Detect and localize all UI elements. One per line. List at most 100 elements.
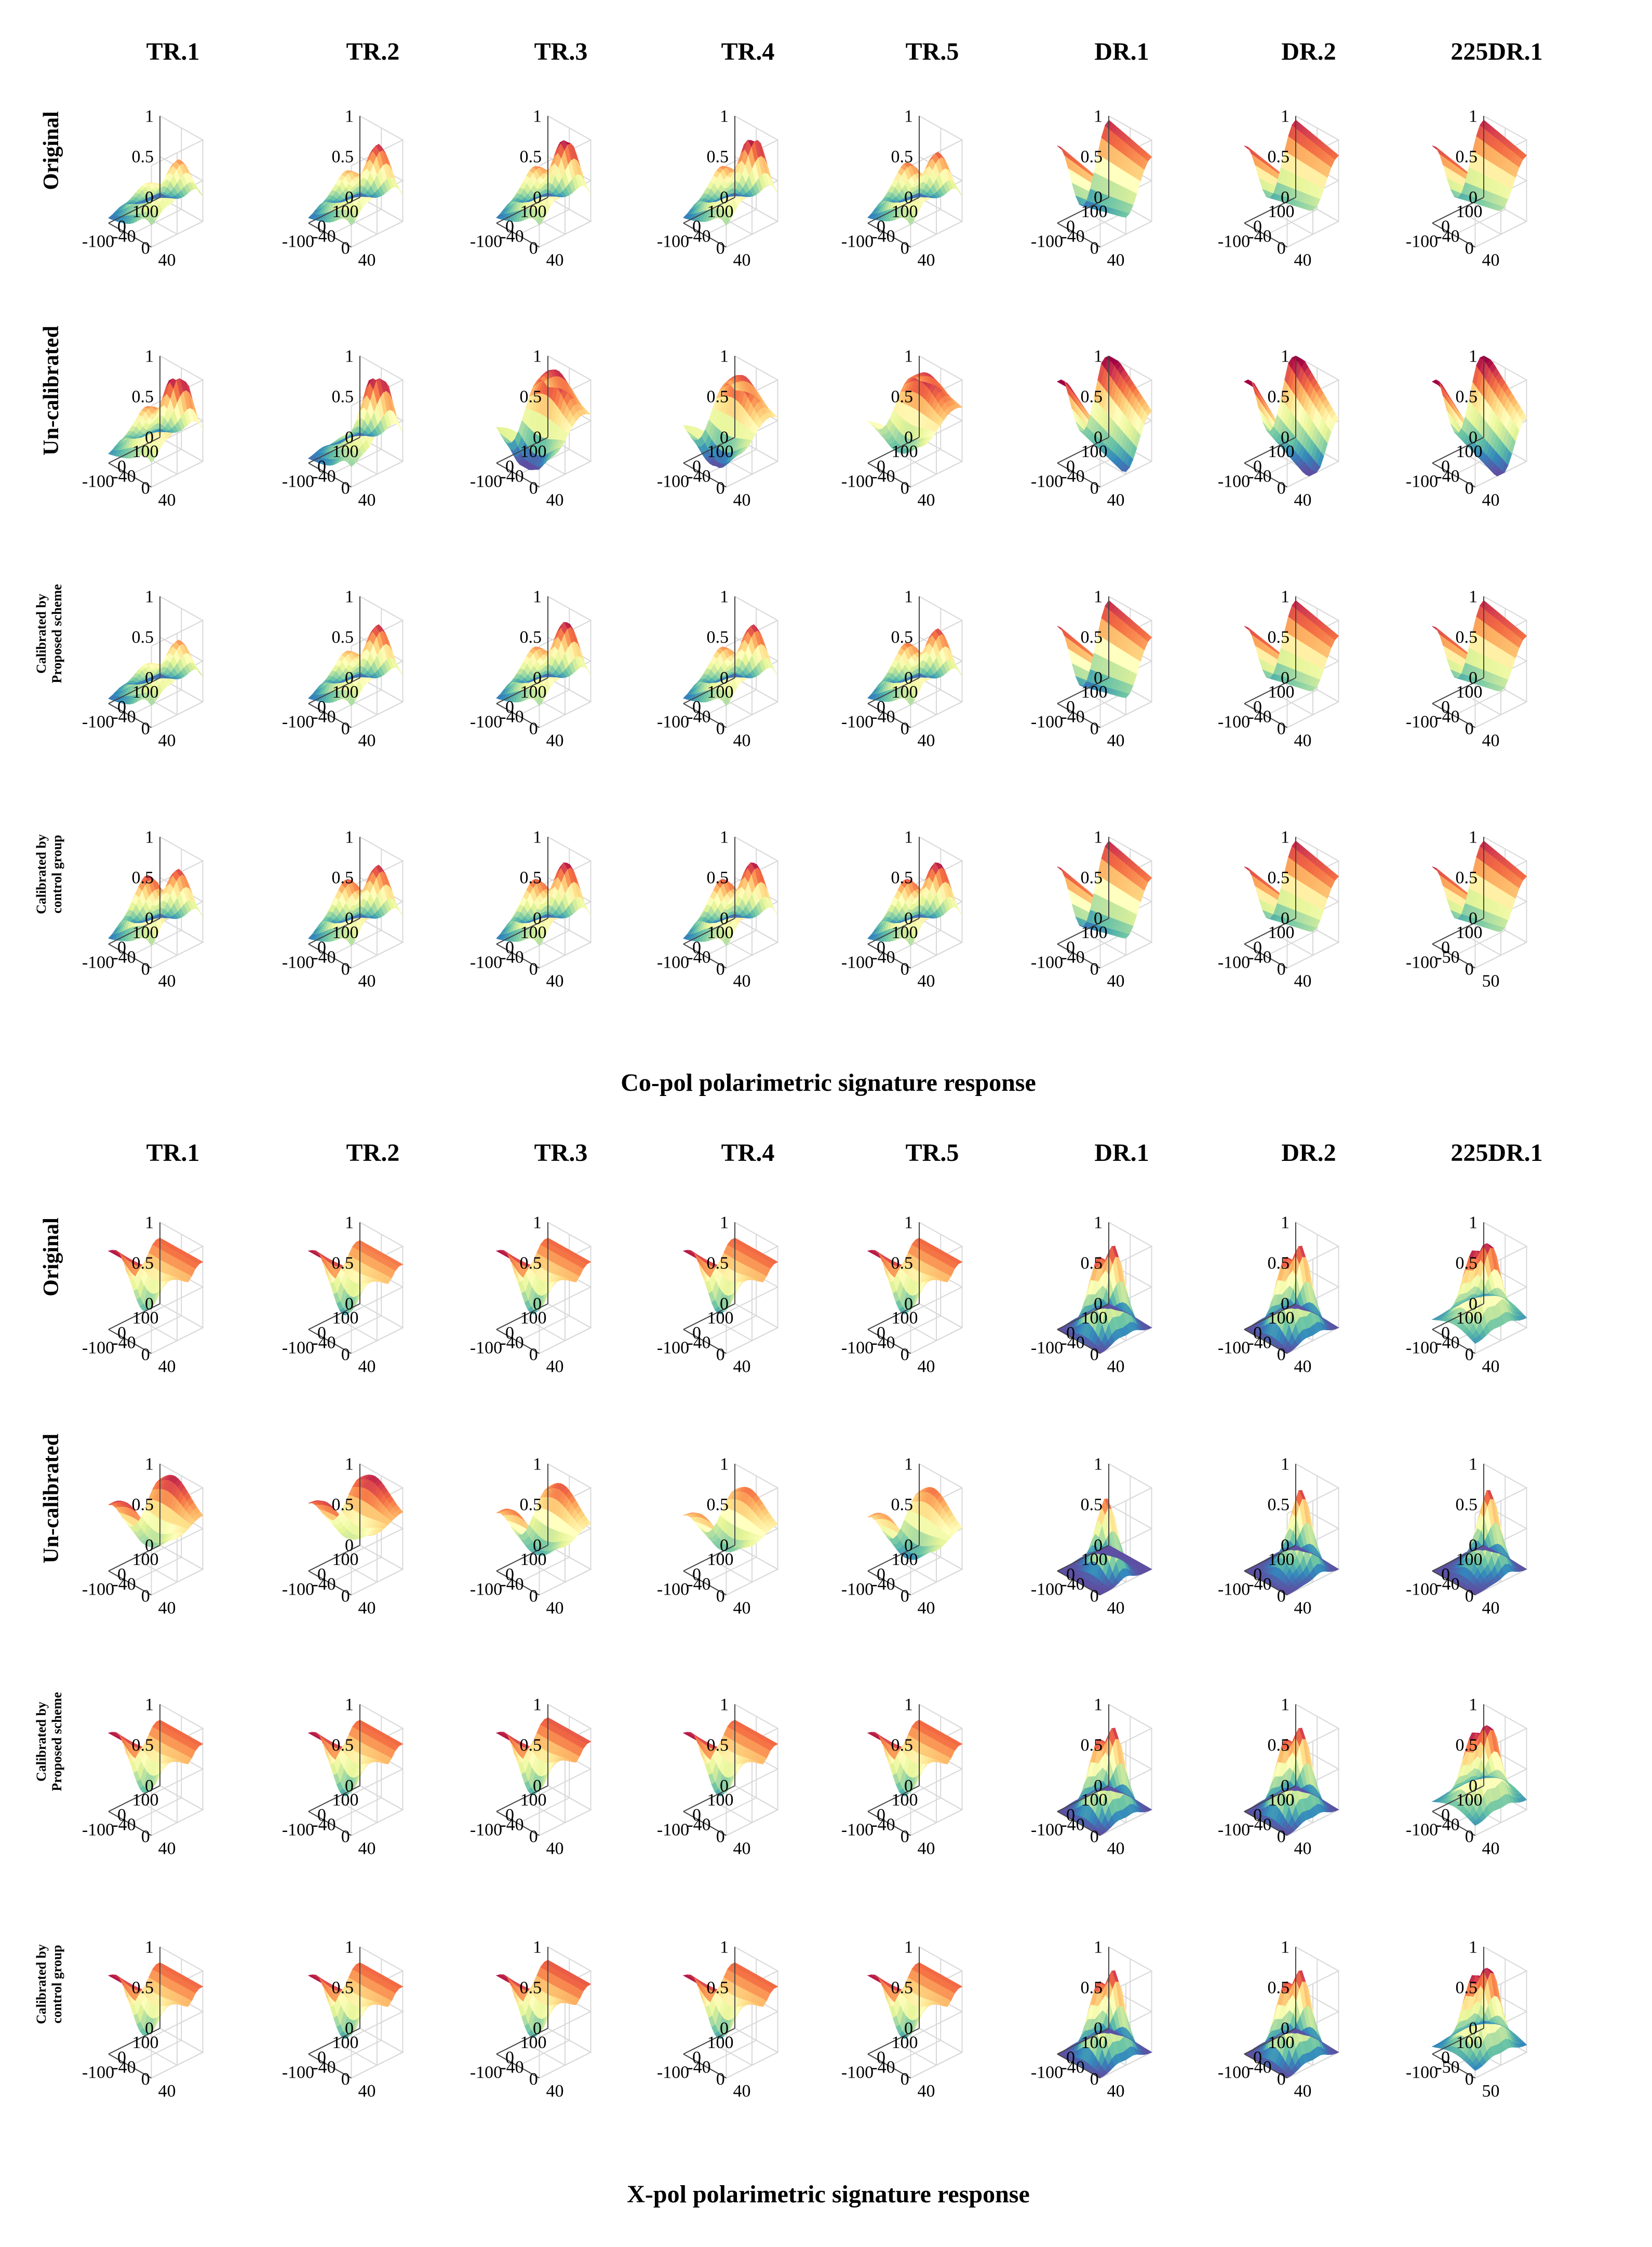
surface <box>108 159 203 226</box>
x-tick-label: 100 <box>332 683 359 702</box>
x-tick-label: -100 <box>657 472 689 491</box>
y-tick-label: 0 <box>1277 479 1286 498</box>
z-tick-label: 1 <box>720 587 729 606</box>
z-tick-label: 0.5 <box>520 628 542 647</box>
y-tick-label: -40 <box>871 707 895 727</box>
floor-gridline <box>151 221 203 248</box>
z-tick-label: 0.5 <box>132 628 154 647</box>
z-tick-label: 1 <box>904 587 913 606</box>
column-header: DR.1 <box>1094 38 1149 65</box>
y-tick-label: 40 <box>918 491 935 510</box>
z-tick-label: 1 <box>720 346 729 366</box>
y-tick-label: 0 <box>1277 239 1286 258</box>
z-tick-label: 1 <box>904 106 913 126</box>
y-tick-label: 0 <box>141 239 150 258</box>
y-tick-label: -40 <box>112 707 136 727</box>
column-header: TR.2 <box>346 38 400 65</box>
row-label: control group <box>49 835 64 913</box>
x-tick-label: 100 <box>520 202 547 221</box>
z-tick-label: 0.5 <box>1081 387 1103 407</box>
z-tick-label: 0 <box>145 188 154 207</box>
row-label: Un-calibrated <box>39 326 63 456</box>
z-tick-label: 1 <box>1094 346 1103 366</box>
x-tick-label: 100 <box>1081 202 1108 221</box>
column-header: DR.2 <box>1281 38 1336 65</box>
z-tick-label: 1 <box>904 346 913 366</box>
x-tick-label: -100 <box>82 472 114 491</box>
z-tick-label: 1 <box>145 106 154 126</box>
y-tick-label: 40 <box>1107 491 1125 510</box>
z-tick-label: 0.5 <box>707 387 729 407</box>
x-tick-label: 100 <box>892 442 918 461</box>
z-tick-label: 1 <box>533 346 542 366</box>
z-tick-label: 1 <box>1281 346 1290 366</box>
z-tick-label: 0.5 <box>707 628 729 647</box>
y-tick-label: 0 <box>901 479 909 498</box>
z-tick-label: 0.5 <box>891 148 914 167</box>
y-tick-label: 0 <box>341 719 350 739</box>
x-tick-label: -100 <box>1031 232 1063 251</box>
row-label: Calibrated by <box>34 594 49 674</box>
co-pol-section: TR.1 TR.2 TR.3 TR.4 TR.5 DR.1 DR.2 225DR.1Origi… <box>34 38 1543 1096</box>
x-tick-label: 100 <box>132 683 159 702</box>
y-tick-label: -40 <box>687 707 710 727</box>
z-tick-label: 1 <box>533 587 542 606</box>
y-tick-label: 0 <box>1465 479 1474 498</box>
y-axis <box>108 222 152 248</box>
y-tick-label: 40 <box>918 731 935 751</box>
x-tick-label: 100 <box>520 683 547 702</box>
y-tick-label: 40 <box>158 731 176 751</box>
z-tick-label: 1 <box>1469 106 1478 126</box>
x-tick-label: -100 <box>657 713 689 732</box>
x-tick-label: 0 <box>117 217 126 236</box>
z-tick-label: 0.5 <box>132 148 154 167</box>
y-tick-label: 40 <box>358 251 376 270</box>
z-tick-label: 0.5 <box>891 387 914 407</box>
z-tick-label: 1 <box>345 106 354 126</box>
x-tick-label: -100 <box>657 232 689 251</box>
x-tick-label: -100 <box>1406 232 1438 251</box>
x-tick-label: -100 <box>1406 472 1438 491</box>
y-tick-label: -40 <box>312 467 335 486</box>
y-tick-label: 0 <box>529 239 538 258</box>
y-tick-label: -40 <box>1248 467 1271 486</box>
x-tick-label: 100 <box>707 683 734 702</box>
surface <box>1432 119 1527 211</box>
z-tick-label: 1 <box>345 346 354 366</box>
x-tick-label: -100 <box>82 232 114 251</box>
column-header: TR.4 <box>721 38 775 65</box>
x-tick-label: 100 <box>1081 442 1108 461</box>
floor-gridline <box>329 209 382 236</box>
y-tick-label: -40 <box>1061 467 1084 486</box>
column-header: 225DR.1 <box>1450 38 1542 65</box>
x-tick-label: -100 <box>282 713 314 732</box>
z-tick-label: 0.5 <box>1268 387 1290 407</box>
column-header: TR.1 <box>146 38 200 65</box>
y-tick-label: 40 <box>1107 251 1125 270</box>
y-tick-label: 40 <box>1482 491 1500 510</box>
y-tick-label: -40 <box>500 467 523 486</box>
y-tick-label: -40 <box>312 227 335 246</box>
x-tick-label: 100 <box>707 442 734 461</box>
axis-lines <box>108 116 160 248</box>
z-tick-label: 0.5 <box>132 387 154 407</box>
y-tick-label: 0 <box>716 239 725 258</box>
z-tick-label: 0.5 <box>1268 148 1290 167</box>
x-tick-label: 100 <box>707 202 734 221</box>
y-tick-label: 40 <box>158 251 176 270</box>
y-tick-label: 0 <box>529 719 538 739</box>
